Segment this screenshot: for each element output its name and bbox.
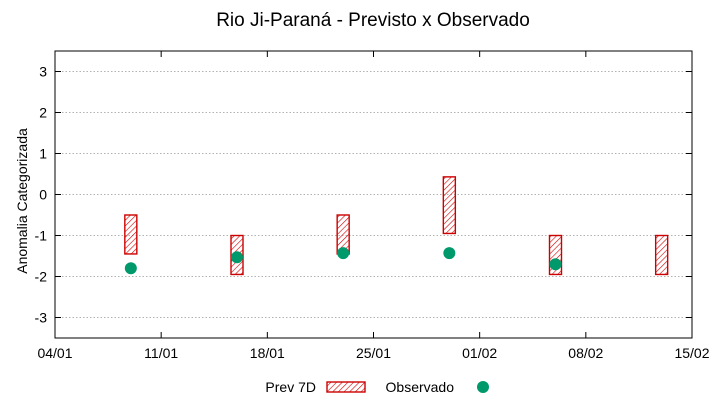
prediction-boxes xyxy=(124,176,669,276)
x-tick-label: 11/01 xyxy=(144,345,178,361)
x-tick-label: 08/02 xyxy=(568,345,603,361)
y-tick-label: -2 xyxy=(35,269,48,285)
y-tick-label: 3 xyxy=(39,64,47,80)
x-tick-label: 01/02 xyxy=(462,345,497,361)
legend-label-observed: Observado xyxy=(386,379,455,395)
x-tick-label: 25/01 xyxy=(356,345,391,361)
y-tick-labels: -3 -2 -1 0 1 2 3 xyxy=(35,64,48,326)
y-tick-label: -1 xyxy=(35,228,48,244)
observed-point xyxy=(549,258,562,271)
y-tick-label: -3 xyxy=(35,310,48,326)
axis-ticks xyxy=(54,51,693,338)
y-tick-label: 1 xyxy=(39,146,47,162)
observed-points xyxy=(124,247,562,275)
observed-point xyxy=(231,251,243,264)
y-tick-label: 2 xyxy=(39,105,47,121)
y-axis-label: Anomalia Categorizada xyxy=(14,128,30,274)
legend-marker-observed xyxy=(477,381,489,393)
observed-point xyxy=(124,262,137,275)
legend-label-prev: Prev 7D xyxy=(265,379,316,395)
legend: Prev 7D Observado xyxy=(265,379,489,395)
prediction-box xyxy=(654,234,669,276)
grid xyxy=(55,71,692,318)
observed-point xyxy=(337,247,350,260)
legend-swatch-prev xyxy=(326,381,366,393)
x-tick-label: 15/02 xyxy=(674,345,709,361)
x-tick-labels: 04/01 11/01 18/01 25/01 01/02 08/02 15/02 xyxy=(37,345,709,361)
chart-title: Rio Ji-Paraná - Previsto x Observado xyxy=(216,10,530,31)
x-tick-label: 04/01 xyxy=(37,345,72,361)
prediction-box xyxy=(124,214,138,255)
x-tick-label: 18/01 xyxy=(250,345,285,361)
observed-point xyxy=(443,247,456,260)
y-tick-label: 0 xyxy=(39,187,47,203)
prediction-box xyxy=(442,176,457,235)
